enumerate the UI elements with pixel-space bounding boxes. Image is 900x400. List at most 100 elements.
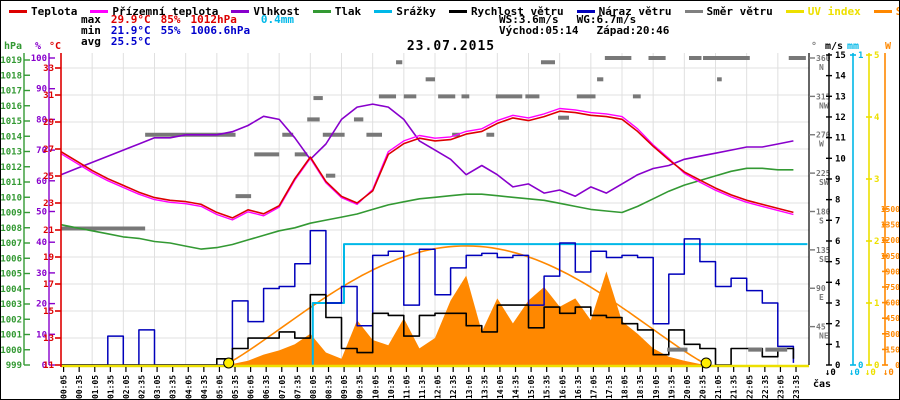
svg-text:hPa: hPa [4, 41, 22, 52]
svg-text:03:35: 03:35 [169, 375, 178, 399]
svg-text:3: 3 [835, 299, 840, 309]
svg-text:1015: 1015 [1, 117, 22, 127]
svg-text:03:05: 03:05 [153, 375, 162, 399]
svg-text:4: 4 [874, 113, 880, 123]
svg-text:1017: 1017 [1, 87, 22, 97]
svg-text:12: 12 [835, 113, 846, 123]
svg-text:09:05: 09:05 [340, 375, 349, 399]
svg-text:1009: 1009 [1, 209, 22, 219]
svg-text:1002: 1002 [1, 315, 22, 325]
legend-label: Náraz větru [598, 5, 672, 18]
svg-text:2: 2 [835, 320, 840, 330]
legend-swatch-icon [448, 10, 467, 13]
svg-text:33: 33 [43, 64, 54, 74]
svg-text:270: 270 [816, 131, 831, 140]
svg-text:6: 6 [835, 237, 840, 247]
svg-text:16:05: 16:05 [558, 375, 567, 399]
svg-text:W: W [819, 140, 824, 149]
svg-text:300: 300 [886, 330, 900, 339]
svg-text:06:05: 06:05 [247, 375, 256, 399]
max-humidity: 85% [160, 13, 181, 26]
svg-text:3: 3 [874, 175, 879, 185]
svg-text:15:05: 15:05 [527, 375, 536, 399]
stats-avg-row: avg 25.5°C [81, 36, 304, 47]
svg-text:NE: NE [819, 332, 829, 341]
legend-swatch-icon [576, 10, 595, 13]
svg-text:5: 5 [835, 258, 840, 268]
svg-text:16:35: 16:35 [574, 375, 583, 399]
svg-text:S: S [819, 216, 824, 225]
legend-item-7: Směr větru [684, 5, 773, 18]
svg-text:20: 20 [36, 300, 47, 310]
svg-text:1003: 1003 [1, 300, 22, 310]
legend-swatch-icon [684, 10, 703, 13]
legend-label: Přízemní teplota [112, 5, 219, 18]
svg-text:1: 1 [835, 340, 840, 350]
legend-item-9: Solar [873, 5, 899, 18]
svg-text:23:05: 23:05 [776, 375, 785, 399]
svg-text:04:05: 04:05 [184, 375, 193, 399]
svg-text:225: 225 [816, 169, 831, 178]
svg-text:01:35: 01:35 [106, 375, 115, 399]
svg-text:10: 10 [835, 154, 846, 164]
svg-text:90: 90 [816, 284, 826, 293]
svg-text:21: 21 [43, 226, 54, 236]
svg-text:13:05: 13:05 [465, 375, 474, 399]
svg-text:9: 9 [835, 175, 840, 185]
svg-text:27: 27 [43, 145, 54, 155]
svg-text:0: 0 [42, 361, 47, 371]
svg-text:SE: SE [819, 255, 829, 264]
svg-text:1050: 1050 [881, 252, 900, 261]
svg-text:23:35: 23:35 [792, 375, 801, 399]
legend-item-6: Náraz větru [576, 5, 672, 18]
svg-text:1005: 1005 [1, 270, 22, 280]
svg-text:17:05: 17:05 [589, 375, 598, 399]
legend-item-0: Teplota [9, 5, 77, 18]
svg-text:15: 15 [835, 51, 846, 61]
legend-item-1: Přízemní teplota [90, 5, 218, 18]
svg-text:1010: 1010 [1, 193, 22, 203]
svg-text:1013: 1013 [1, 148, 22, 158]
svg-text:10:35: 10:35 [387, 375, 396, 399]
svg-text:čas: čas [813, 378, 831, 390]
svg-text:10:05: 10:05 [371, 375, 380, 399]
svg-text:1014: 1014 [1, 132, 23, 142]
svg-text:1006: 1006 [1, 254, 22, 264]
svg-text:1000: 1000 [1, 346, 22, 356]
svg-text:↓0: ↓0 [883, 368, 894, 378]
legend-label: Teplota [31, 5, 78, 18]
legend-swatch-icon [374, 10, 393, 13]
svg-text:1019: 1019 [1, 56, 22, 66]
max-pressure: 1012hPa [190, 13, 237, 26]
svg-text:°: ° [811, 41, 817, 52]
svg-text:09:35: 09:35 [356, 375, 365, 399]
svg-text:21:35: 21:35 [730, 375, 739, 399]
svg-text:1008: 1008 [1, 224, 22, 234]
svg-text:1: 1 [874, 299, 879, 309]
svg-text:999: 999 [6, 361, 22, 371]
legend-item-5: Rychlost větru [448, 5, 564, 18]
legend-label: UV index [807, 5, 861, 18]
svg-text:00:35: 00:35 [75, 375, 84, 399]
rain-total: 0.4mm [260, 13, 294, 26]
svg-text:10: 10 [36, 330, 47, 340]
svg-text:07:05: 07:05 [278, 375, 287, 399]
svg-text:SW: SW [819, 178, 829, 187]
svg-text:1016: 1016 [1, 102, 22, 112]
svg-text:04:35: 04:35 [200, 375, 209, 399]
svg-text:19:05: 19:05 [652, 375, 661, 399]
svg-text:1012: 1012 [1, 163, 22, 173]
svg-text:1007: 1007 [1, 239, 22, 249]
svg-text:22:35: 22:35 [761, 375, 770, 399]
chart-title: 23.07.2015 [406, 39, 496, 54]
svg-text:19:35: 19:35 [667, 375, 676, 399]
svg-text:00:05: 00:05 [60, 375, 69, 399]
svg-text:13:35: 13:35 [480, 375, 489, 399]
svg-text:08:05: 08:05 [309, 375, 318, 399]
sunset-time: Západ:20:46 [596, 24, 670, 37]
svg-text:0: 0 [858, 361, 863, 371]
stats-daily: max 29.9°C 85% 1012hPa 0.4mm min 21.9°C 55% 100… [81, 14, 304, 47]
svg-text:45: 45 [816, 323, 826, 332]
